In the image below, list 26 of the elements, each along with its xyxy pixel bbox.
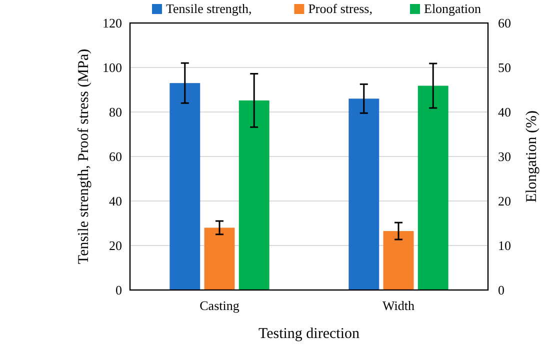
y-tick-label: 20 xyxy=(109,238,122,254)
bar xyxy=(348,98,380,290)
y-tick-label: 0 xyxy=(116,282,122,298)
y-tick-label: 40 xyxy=(109,194,122,209)
bar xyxy=(170,83,200,290)
y2-axis-title: Elongation (%) xyxy=(524,110,540,203)
y2-tick-label: 60 xyxy=(498,16,511,31)
y-tick-label: 80 xyxy=(109,104,122,120)
x-tick-label: Width xyxy=(382,298,415,313)
y-tick-label: 100 xyxy=(102,60,122,76)
y2-tick-label: 20 xyxy=(498,194,511,209)
y-tick-label: 120 xyxy=(102,16,122,31)
y2-tick-label: 50 xyxy=(498,60,511,76)
legend-label: Tensile strength, xyxy=(166,1,252,16)
legend-label: Proof stress, xyxy=(308,1,372,16)
x-tick-label: Casting xyxy=(200,298,240,313)
bar xyxy=(383,231,414,290)
legend-label: Elongation xyxy=(424,1,482,16)
y2-tick-label: 40 xyxy=(498,104,511,120)
y-axis-title: Tensile strength, Proof stress (MPa) xyxy=(76,48,92,264)
y2-tick-label: 10 xyxy=(498,238,511,254)
y2-tick-label: 0 xyxy=(498,282,504,298)
bar xyxy=(204,228,235,290)
y-tick-label: 60 xyxy=(109,149,122,164)
x-axis-title: Testing direction xyxy=(258,326,360,342)
y2-tick-label: 30 xyxy=(498,149,511,164)
